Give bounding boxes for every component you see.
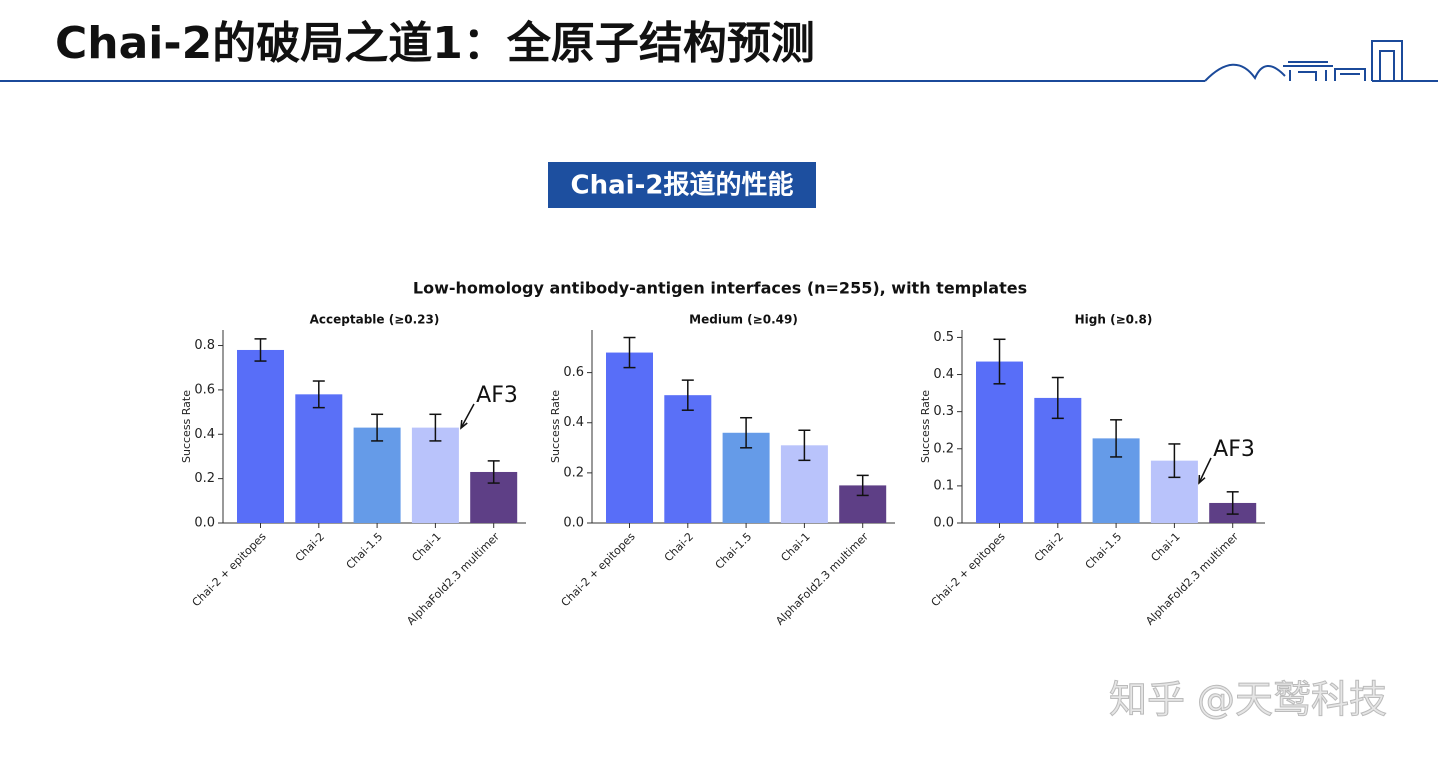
logo — [1204, 40, 1438, 82]
watermark: 知乎 @天鹫科技 — [1109, 678, 1387, 722]
error-bar — [681, 379, 694, 411]
y-tick-label: 0.6 — [194, 382, 215, 397]
figure-title: Low-homology antibody-antigen interfaces… — [413, 279, 1027, 298]
y-tick-label: 0.6 — [563, 365, 584, 380]
annotation-arrow — [1198, 457, 1212, 484]
x-tick-label: Chai-2 + epitopes — [190, 530, 269, 609]
y-tick-label: 0.0 — [933, 516, 954, 531]
x-tick-label: Chai-2 — [1032, 530, 1066, 564]
y-tick-label: 0.2 — [194, 471, 215, 486]
error-bar — [371, 413, 384, 442]
bar — [295, 394, 343, 523]
error-bar — [623, 336, 636, 369]
y-tick-label: 0.0 — [194, 516, 215, 531]
error-bar — [312, 380, 325, 409]
bar — [664, 395, 712, 523]
x-tick-label: Chai-1 — [409, 530, 443, 564]
x-tick-label: Chai-2 — [662, 530, 696, 564]
y-axis-label: Success Rate — [919, 390, 932, 463]
error-bar — [740, 416, 753, 449]
x-tick-label: Chai-1.5 — [344, 530, 386, 572]
error-bar — [254, 338, 267, 362]
y-axis-label: Success Rate — [180, 390, 193, 463]
error-bar — [1226, 491, 1239, 515]
y-axis-label: Success Rate — [549, 390, 562, 463]
error-bar — [1110, 419, 1123, 458]
bar — [411, 427, 459, 523]
bar — [606, 352, 653, 523]
x-tick-label: Chai-1.5 — [1083, 530, 1125, 572]
panel-title: Medium (≥0.49) — [689, 313, 798, 327]
x-tick-label: Chai-2 + epitopes — [929, 530, 1008, 609]
x-tick-label: Chai-2 — [293, 530, 327, 564]
y-tick-label: 0.3 — [933, 404, 954, 419]
slide-title: Chai-2的破局之道1：全原子结构预测 — [55, 18, 815, 69]
y-tick-label: 0.0 — [563, 516, 584, 531]
y-tick-label: 0.4 — [933, 367, 954, 382]
y-tick-label: 0.4 — [194, 427, 215, 442]
y-tick-label: 0.4 — [563, 415, 584, 430]
x-tick-label: Chai-1.5 — [713, 530, 755, 572]
error-bar — [429, 413, 442, 442]
y-tick-label: 0.2 — [563, 465, 584, 480]
error-bar — [487, 460, 500, 484]
error-bar — [993, 338, 1006, 385]
panel-title: Acceptable (≥0.23) — [310, 313, 440, 327]
bar — [237, 349, 284, 523]
error-bar — [798, 429, 811, 462]
error-bar — [856, 474, 869, 497]
badge-text: Chai-2报道的性能 — [571, 170, 794, 201]
x-tick-label: Chai-1 — [1148, 530, 1182, 564]
annotation: AF3 — [1213, 437, 1255, 462]
y-tick-label: 0.1 — [933, 478, 954, 493]
y-tick-label: 0.2 — [933, 441, 954, 456]
bar — [353, 427, 401, 523]
badge-box — [548, 162, 816, 208]
annotation: AF3 — [476, 383, 518, 408]
bar — [976, 361, 1023, 523]
x-tick-label: Chai-2 + epitopes — [559, 530, 638, 609]
y-tick-label: 0.8 — [194, 338, 215, 353]
y-tick-label: 0.5 — [933, 330, 954, 345]
annotation-arrowhead — [1198, 474, 1206, 485]
error-bar — [1168, 443, 1181, 479]
error-bar — [1051, 376, 1064, 420]
annotation-arrow — [460, 403, 475, 429]
annotation-arrowhead — [460, 419, 468, 430]
x-tick-label: Chai-1 — [778, 530, 812, 564]
panel-title: High (≥0.8) — [1075, 313, 1153, 327]
